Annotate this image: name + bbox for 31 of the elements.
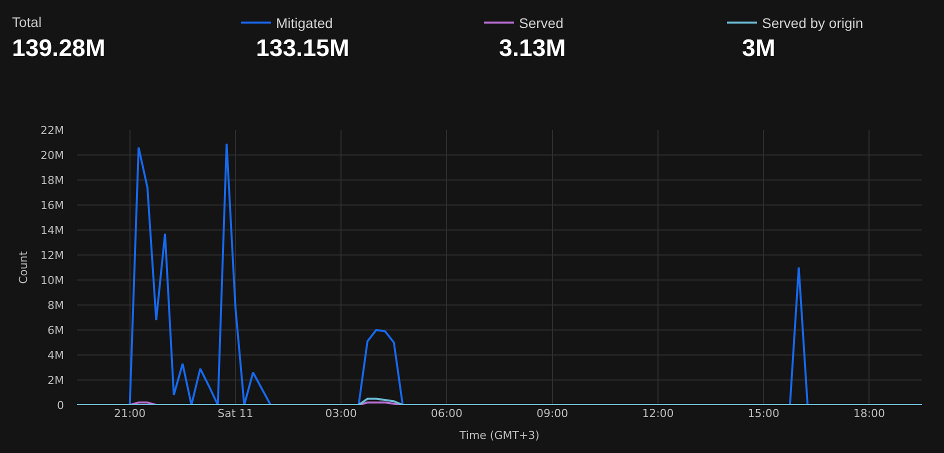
x-tick-label: 09:00 [536, 407, 568, 420]
y-tick-label: 20M [40, 148, 64, 162]
line-series [77, 398, 922, 405]
y-tick-label: 22M [40, 124, 64, 137]
y-tick-label: 0 [57, 398, 64, 412]
y-tick-label: 4M [48, 348, 64, 362]
x-tick-label: 12:00 [642, 407, 674, 420]
legend-label: Served by origin [762, 15, 864, 32]
x-tick-label: 03:00 [325, 407, 357, 420]
x-axis-title: Time (GMT+3) [458, 429, 540, 442]
y-tick-label: 8M [48, 298, 64, 312]
x-tick-label: 21:00 [114, 407, 146, 420]
legend-label: Mitigated [276, 15, 333, 32]
text: Total [12, 14, 42, 30]
x-tick-label: 06:00 [430, 407, 463, 420]
x-tick-label: 18:00 [853, 407, 886, 420]
x-tick-label: 15:00 [748, 407, 780, 420]
text: 3M [742, 35, 776, 62]
text: 3.13M [499, 35, 566, 62]
x-tick-label: Sat 11 [218, 407, 254, 420]
legend-label: Served [519, 15, 564, 32]
text: 133.15M [256, 35, 350, 62]
y-tick-label: 6M [48, 324, 64, 337]
text: 139.28M [12, 35, 106, 62]
y-tick-label: 18M [40, 174, 64, 187]
y-tick-label: 16M [40, 198, 64, 212]
y-tick-label: 14M [40, 224, 64, 237]
y-axis-title: Count [17, 250, 30, 284]
y-tick-label: 2M [48, 374, 64, 387]
y-tick-label: 12M [40, 248, 64, 262]
y-tick-label: 10M [40, 274, 64, 287]
